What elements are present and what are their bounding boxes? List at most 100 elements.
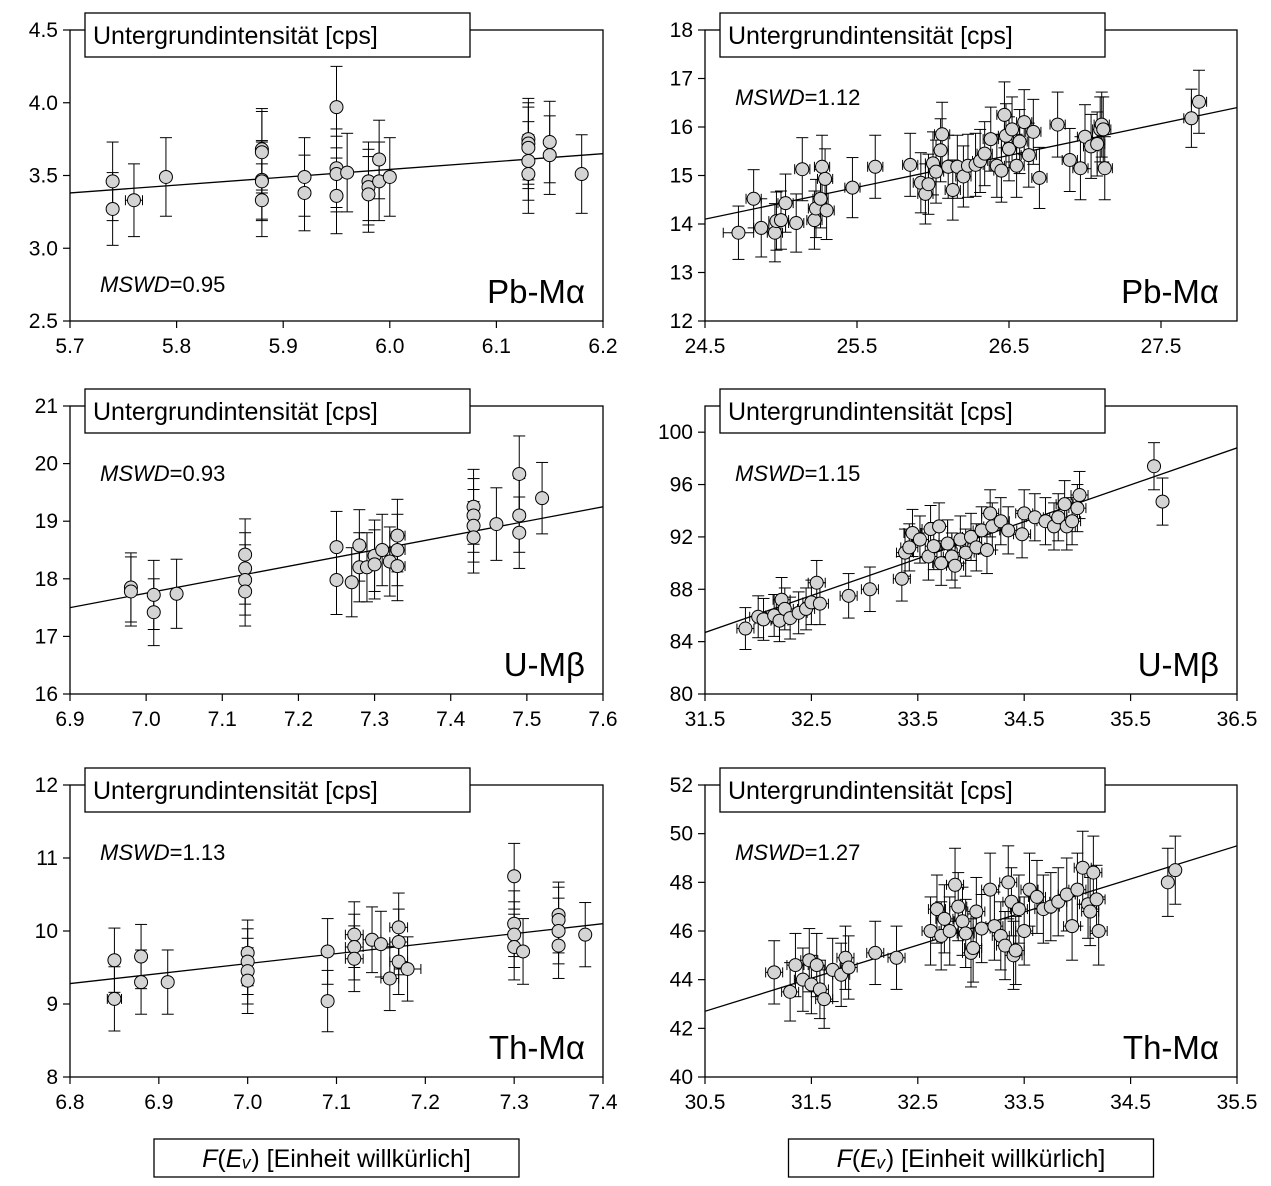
x-tick-label: 7.1 <box>208 708 237 731</box>
panel-6: 30.5 31.5 32.5 33.5 34.5 35.5 40 42 44 46 48 50 52 Un… <box>670 767 1258 1114</box>
data-point <box>934 556 949 571</box>
data-point <box>551 924 566 938</box>
x-tick-label: 6.9 <box>144 1091 173 1114</box>
data-point <box>542 148 557 163</box>
data-point <box>1032 170 1047 185</box>
data-point <box>1017 115 1032 130</box>
data-point <box>126 193 141 208</box>
data-point <box>889 950 904 965</box>
mswd-label-symbol: MSWD <box>735 461 805 486</box>
data-point <box>789 216 804 231</box>
title-box <box>719 388 1106 434</box>
y-tick-label: 13 <box>670 262 693 285</box>
data-point <box>390 528 405 543</box>
x-tick-label: 35.5 <box>1217 1091 1258 1114</box>
x-tick-label: 6.2 <box>588 335 617 358</box>
data-point <box>942 924 957 938</box>
data-point <box>521 153 536 168</box>
y-tick-label: 12 <box>35 774 58 797</box>
data-point <box>813 191 828 206</box>
data-point <box>774 213 788 228</box>
data-layer <box>70 65 603 246</box>
y-tick-label: 42 <box>670 1017 693 1040</box>
data-point <box>347 940 362 955</box>
y-tick-label: 16 <box>670 116 693 139</box>
data-point <box>937 911 952 926</box>
data-point <box>105 201 120 216</box>
data-point <box>1002 141 1016 156</box>
data-point <box>254 145 269 160</box>
x-axis-label-part: ( <box>852 1145 861 1173</box>
panel-1: 5.7 5.8 5.9 6.0 6.1 6.2 2.5 3.0 3.5 4.0 4.5 Untergr… <box>29 12 618 358</box>
data-point <box>841 588 856 603</box>
data-point <box>926 539 941 554</box>
data-point <box>966 941 981 956</box>
data-point <box>987 919 1002 934</box>
data-point <box>169 586 184 601</box>
x-tick-label: 6.0 <box>375 335 404 358</box>
y-tick-label: 3.0 <box>29 237 58 260</box>
panel-title: Untergrundintensität [cps] <box>93 777 378 805</box>
data-point <box>516 944 531 959</box>
data-point <box>240 973 255 988</box>
x-axis-label-part: ᵥ <box>877 1145 887 1173</box>
x-tick-label: 34.5 <box>1004 708 1045 731</box>
mswd-label: MSWD=1.13 <box>100 840 225 865</box>
data-point <box>815 159 830 174</box>
x-tick-label: 35.5 <box>1110 708 1151 731</box>
x-axis-label-part: ( <box>217 1145 226 1173</box>
data-point <box>146 605 161 620</box>
x-tick-label: 7.2 <box>284 708 313 731</box>
data-point <box>1051 510 1066 525</box>
data-point <box>507 869 522 884</box>
data-layer <box>705 69 1237 263</box>
x-axis-label-part: E <box>226 1145 243 1173</box>
data-point <box>1096 122 1111 137</box>
data-point <box>400 961 415 976</box>
data-point <box>940 536 955 551</box>
x-tick-label: 7.4 <box>588 1091 618 1114</box>
data-point <box>948 877 963 892</box>
mswd-label-value: =0.95 <box>170 272 226 297</box>
y-tick-label: 16 <box>35 683 58 706</box>
data-point <box>902 540 917 555</box>
data-point <box>375 543 390 557</box>
x-tick-label: 33.5 <box>897 708 938 731</box>
data-point <box>160 975 175 990</box>
data-point <box>862 582 877 597</box>
data-point <box>817 992 832 1007</box>
y-tick-label: 12 <box>670 310 693 333</box>
x-tick-label: 5.7 <box>55 335 84 358</box>
data-point <box>1029 889 1044 904</box>
data-point <box>382 971 397 986</box>
data-point <box>507 927 522 942</box>
data-point <box>958 926 973 941</box>
y-tick-label: 52 <box>670 774 693 797</box>
data-point <box>945 183 960 198</box>
panel-title: Untergrundintensität [cps] <box>728 777 1013 805</box>
data-point <box>542 135 557 150</box>
data-point <box>1090 136 1105 151</box>
data-point <box>983 882 998 897</box>
x-axis-label-part: E <box>860 1145 877 1173</box>
mswd-label-value: =1.15 <box>805 461 861 486</box>
data-point <box>489 517 504 532</box>
element-label: Pb-Mα <box>1121 273 1219 310</box>
mswd-label-value: =1.12 <box>805 85 861 110</box>
data-point <box>134 975 149 990</box>
x-tick-label: 26.5 <box>989 335 1030 358</box>
x-tick-label: 25.5 <box>837 335 878 358</box>
mswd-label-value: =1.13 <box>170 840 226 865</box>
mswd-label: MSWD=0.95 <box>100 272 225 297</box>
x-tick-label: 7.2 <box>411 1091 440 1114</box>
data-point <box>868 159 883 174</box>
data-point <box>977 146 992 161</box>
data-point <box>969 904 984 919</box>
data-point <box>1026 124 1041 139</box>
data-point <box>1015 527 1030 542</box>
panel-title: Untergrundintensität [cps] <box>728 22 1013 50</box>
data-point <box>1168 863 1183 878</box>
y-tick-label: 2.5 <box>29 310 58 333</box>
data-point <box>1070 882 1085 897</box>
data-point <box>1065 514 1080 529</box>
